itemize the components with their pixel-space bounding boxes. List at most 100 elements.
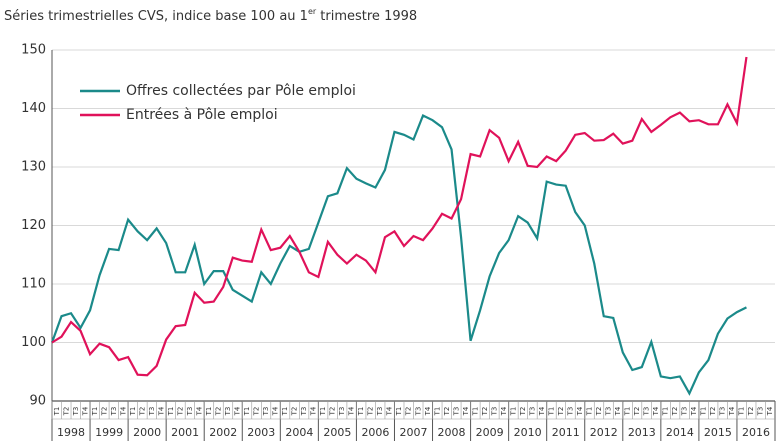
x-quarter-label: T2 xyxy=(595,407,603,417)
x-quarter-label: T3 xyxy=(300,407,308,417)
x-quarter-label: T4 xyxy=(500,406,508,416)
x-year-label: 2008 xyxy=(438,426,466,439)
x-year-label: 2014 xyxy=(666,426,694,439)
x-quarter-label: T1 xyxy=(395,407,403,417)
x-year-label: 2016 xyxy=(742,426,770,439)
x-quarter-label: T1 xyxy=(738,407,746,417)
x-quarter-label: T4 xyxy=(348,406,356,416)
x-year-label: 2006 xyxy=(361,426,389,439)
series-line xyxy=(50,114,747,396)
x-year-label: 1998 xyxy=(57,426,85,439)
x-quarter-label: T3 xyxy=(528,407,536,417)
x-year-label: 2010 xyxy=(514,426,542,439)
x-quarter-label: T1 xyxy=(662,407,670,417)
x-quarter-label: T4 xyxy=(690,406,698,416)
x-quarter-label: T3 xyxy=(148,407,156,417)
x-year-label: 2011 xyxy=(552,426,580,439)
x-quarter-label: T4 xyxy=(310,406,318,416)
x-quarter-label: T3 xyxy=(681,407,689,417)
x-quarter-label: T4 xyxy=(386,406,394,416)
x-year-label: 2013 xyxy=(628,426,656,439)
series-line xyxy=(51,56,748,377)
x-quarter-label: T4 xyxy=(157,406,165,416)
x-quarter-label: T4 xyxy=(766,406,774,416)
x-quarter-label: T2 xyxy=(557,407,565,417)
x-quarter-label: T1 xyxy=(471,407,479,417)
legend-label: Offres collectées par Pôle emploi xyxy=(126,83,356,99)
x-quarter-label: T1 xyxy=(53,407,61,417)
x-quarter-label: T3 xyxy=(643,407,651,417)
x-quarter-label: T3 xyxy=(224,407,232,417)
x-quarter-label: T3 xyxy=(566,407,574,417)
x-quarter-label: T1 xyxy=(205,407,213,417)
x-quarter-label: T4 xyxy=(234,406,242,416)
y-tick-label: 150 xyxy=(21,43,46,58)
x-quarter-label: T1 xyxy=(509,407,517,417)
x-year-label: 2002 xyxy=(209,426,237,439)
x-quarter-label: T3 xyxy=(338,407,346,417)
y-tick-label: 140 xyxy=(21,101,46,116)
y-tick-label: 90 xyxy=(29,394,46,409)
x-quarter-label: T4 xyxy=(538,406,546,416)
x-quarter-label: T2 xyxy=(481,407,489,417)
x-quarter-label: T4 xyxy=(614,406,622,416)
x-quarter-label: T2 xyxy=(367,407,375,417)
x-year-label: 2003 xyxy=(247,426,275,439)
x-quarter-label: T2 xyxy=(443,407,451,417)
legend-label: Entrées à Pôle emploi xyxy=(126,107,278,123)
x-quarter-label: T4 xyxy=(195,406,203,416)
x-year-label: 2009 xyxy=(476,426,504,439)
x-year-label: 2004 xyxy=(285,426,313,439)
x-quarter-label: T1 xyxy=(167,407,175,417)
x-quarter-label: T2 xyxy=(633,407,641,417)
x-quarter-label: T3 xyxy=(605,407,613,417)
x-quarter-label: T2 xyxy=(747,407,755,417)
x-year-label: 2012 xyxy=(590,426,618,439)
subtitle: Séries trimestrielles CVS, indice base 1… xyxy=(4,7,417,24)
x-quarter-label: T1 xyxy=(281,407,289,417)
x-quarter-label: T3 xyxy=(757,407,765,417)
x-quarter-label: T2 xyxy=(329,407,337,417)
x-quarter-label: T1 xyxy=(319,407,327,417)
x-year-label: 2015 xyxy=(704,426,732,439)
x-quarter-label: T3 xyxy=(719,407,727,417)
y-tick-label: 100 xyxy=(21,335,46,350)
x-year-label: 2007 xyxy=(400,426,428,439)
x-quarter-label: T1 xyxy=(624,407,632,417)
x-quarter-label: T4 xyxy=(576,406,584,416)
x-quarter-label: T2 xyxy=(405,407,413,417)
x-quarter-label: T4 xyxy=(272,406,280,416)
x-quarter-label: T2 xyxy=(519,407,527,417)
x-quarter-label: T2 xyxy=(291,407,299,417)
x-quarter-label: T1 xyxy=(547,407,555,417)
x-quarter-label: T3 xyxy=(376,407,384,417)
x-quarter-label: T4 xyxy=(652,406,660,416)
x-quarter-label: T2 xyxy=(253,407,261,417)
x-quarter-label: T1 xyxy=(243,407,251,417)
x-quarter-label: T3 xyxy=(452,407,460,417)
x-quarter-label: T2 xyxy=(214,407,222,417)
x-year-label: 1999 xyxy=(95,426,123,439)
x-quarter-label: T2 xyxy=(138,407,146,417)
x-quarter-label: T4 xyxy=(424,406,432,416)
x-quarter-label: T1 xyxy=(91,407,99,417)
x-quarter-label: T3 xyxy=(110,407,118,417)
x-quarter-label: T2 xyxy=(671,407,679,417)
x-quarter-label: T4 xyxy=(119,406,127,416)
x-quarter-label: T2 xyxy=(176,407,184,417)
x-quarter-label: T2 xyxy=(62,407,70,417)
x-year-label: 2001 xyxy=(171,426,199,439)
y-tick-label: 110 xyxy=(21,277,46,292)
x-quarter-label: T3 xyxy=(186,407,194,417)
x-quarter-label: T1 xyxy=(585,407,593,417)
y-tick-label: 130 xyxy=(21,160,46,175)
x-quarter-label: T1 xyxy=(433,407,441,417)
x-quarter-label: T2 xyxy=(100,407,108,417)
x-quarter-label: T4 xyxy=(728,406,736,416)
x-quarter-label: T4 xyxy=(81,406,89,416)
x-quarter-label: T4 xyxy=(462,406,470,416)
x-quarter-label: T3 xyxy=(490,407,498,417)
x-quarter-label: T1 xyxy=(357,407,365,417)
y-tick-label: 120 xyxy=(21,218,46,233)
